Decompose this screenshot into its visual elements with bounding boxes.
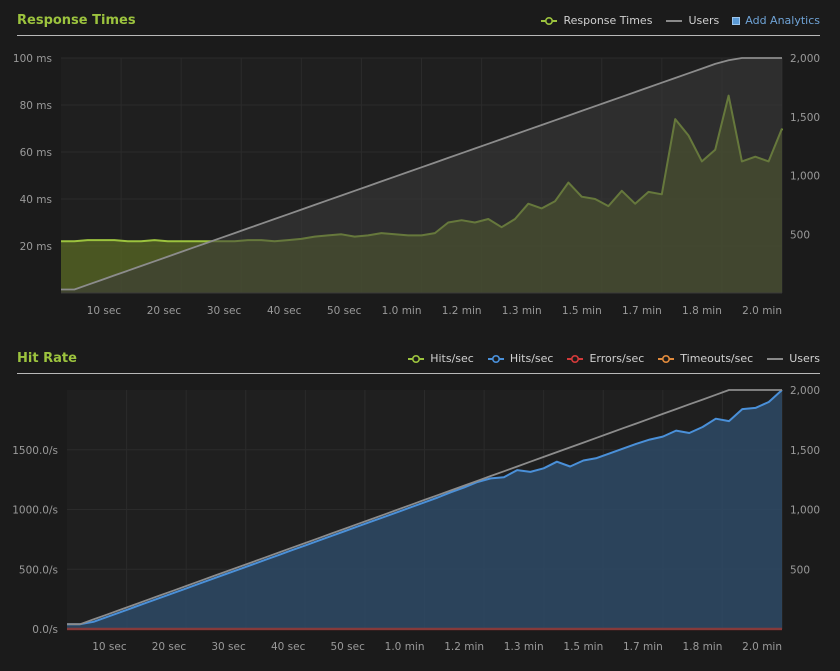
x-tick-label: 1.7 min <box>622 305 662 317</box>
users-area <box>61 58 782 293</box>
x-tick-label: 1.3 min <box>504 641 544 653</box>
add-analytics-link[interactable]: Add Analytics <box>732 14 820 27</box>
y-left-tick-label: 1000.0/s <box>12 505 58 517</box>
legend-swatch <box>541 16 558 25</box>
legend-swatch <box>487 354 504 363</box>
hit-rate-chart: 10 sec 20 sec 30 sec 40 sec 50 sec 1.0 min 1.2… <box>12 385 820 653</box>
legend-label: Timeouts/sec <box>680 352 754 365</box>
x-tick-label: 1.8 min <box>683 641 723 653</box>
hits-sec-area <box>67 390 782 629</box>
x-tick-label: 1.7 min <box>623 641 663 653</box>
x-tick-label: 1.0 min <box>382 305 422 317</box>
y-left-tick-label: 500.0/s <box>19 564 58 576</box>
y-right-tick-label: 2,000 <box>790 53 820 65</box>
add-analytics-label: Add Analytics <box>745 14 820 27</box>
x-tick-label: 2.0 min <box>742 641 782 653</box>
legend-item-timeouts-sec[interactable]: Timeouts/sec <box>657 352 753 365</box>
x-tick-label: 10 sec <box>92 641 127 653</box>
response-times-header: Response Times Response Times Users Add An… <box>17 10 820 36</box>
y-left-tick-label: 80 ms <box>20 100 52 112</box>
x-tick-label: 10 sec <box>87 305 122 317</box>
y-left-tick-label: 0.0/s <box>32 624 58 636</box>
hits-sec-line <box>67 389 783 626</box>
legend-label: Response Times <box>563 14 653 27</box>
legend-item-users[interactable]: Users <box>665 14 719 27</box>
y-right-tick-label: 1,500 <box>790 112 820 124</box>
x-tick-label: 1.8 min <box>682 305 722 317</box>
legend-item-response-times[interactable]: Response Times <box>540 14 652 27</box>
x-tick-label: 40 sec <box>267 305 302 317</box>
x-tick-label: 40 sec <box>271 641 306 653</box>
y-left-tick-label: 20 ms <box>20 241 52 253</box>
x-tick-label: 20 sec <box>147 305 182 317</box>
x-tick-label: 1.5 min <box>563 641 603 653</box>
x-tick-label: 1.5 min <box>562 305 602 317</box>
x-tick-label: 30 sec <box>207 305 242 317</box>
y-left-tick-label: 40 ms <box>20 194 52 206</box>
legend-item-errors-sec[interactable]: Errors/sec <box>566 352 644 365</box>
x-tick-label: 50 sec <box>330 641 365 653</box>
legend-swatch <box>767 357 784 360</box>
response-times-title: Response Times <box>17 13 136 28</box>
legend-swatch <box>408 354 425 363</box>
legend-swatch <box>567 354 584 363</box>
y-right-tick-label: 500 <box>790 229 810 241</box>
y-right-tick-label: 500 <box>790 564 810 576</box>
y-right-tick-label: 1,000 <box>790 171 820 183</box>
legend-item-users[interactable]: Users <box>766 352 820 365</box>
y-left-tick-label: 100 ms <box>13 53 52 65</box>
y-left-tick-label: 60 ms <box>20 147 52 159</box>
hit-rate-panel: Hit Rate Hits/sec Hits/sec Errors/sec Timeo… <box>0 338 840 671</box>
legend-label: Errors/sec <box>589 352 645 365</box>
x-tick-label: 1.2 min <box>442 305 482 317</box>
y-right-tick-label: 1,500 <box>790 445 820 457</box>
legend-item-hits-sec[interactable]: Hits/sec <box>407 352 474 365</box>
legend-swatch <box>666 19 683 22</box>
hit-rate-header: Hit Rate Hits/sec Hits/sec Errors/sec Timeo… <box>17 348 820 374</box>
users-line <box>61 57 782 291</box>
legend-label: Hits/sec <box>430 352 474 365</box>
x-tick-label: 1.0 min <box>385 641 425 653</box>
x-tick-label: 1.2 min <box>444 641 484 653</box>
x-tick-label: 1.3 min <box>502 305 542 317</box>
y-right-tick-label: 2,000 <box>790 385 820 397</box>
x-tick-label: 20 sec <box>152 641 187 653</box>
response-times-legend: Response Times Users Add Analytics <box>527 14 820 27</box>
legend-label: Users <box>688 14 720 27</box>
legend-label: Users <box>789 352 820 365</box>
users-line <box>67 389 782 626</box>
legend-label: Hits/sec <box>509 352 554 365</box>
legend-swatch <box>658 354 675 363</box>
x-tick-label: 50 sec <box>327 305 362 317</box>
x-tick-label: 2.0 min <box>742 305 782 317</box>
legend-item-hits-sec[interactable]: Hits/sec <box>487 352 554 365</box>
add-analytics-icon <box>732 16 741 25</box>
x-tick-label: 30 sec <box>211 641 246 653</box>
hit-rate-legend: Hits/sec Hits/sec Errors/sec Timeouts/sec Us… <box>394 352 820 365</box>
response-times-chart: 10 sec 20 sec 30 sec 40 sec 50 sec 1.0 min 1.2… <box>13 53 820 317</box>
response-times-panel: Response Times Response Times Users Add An… <box>0 0 840 330</box>
y-right-tick-label: 1,000 <box>790 505 820 517</box>
y-left-tick-label: 1500.0/s <box>12 445 58 457</box>
hit-rate-title: Hit Rate <box>17 351 77 366</box>
